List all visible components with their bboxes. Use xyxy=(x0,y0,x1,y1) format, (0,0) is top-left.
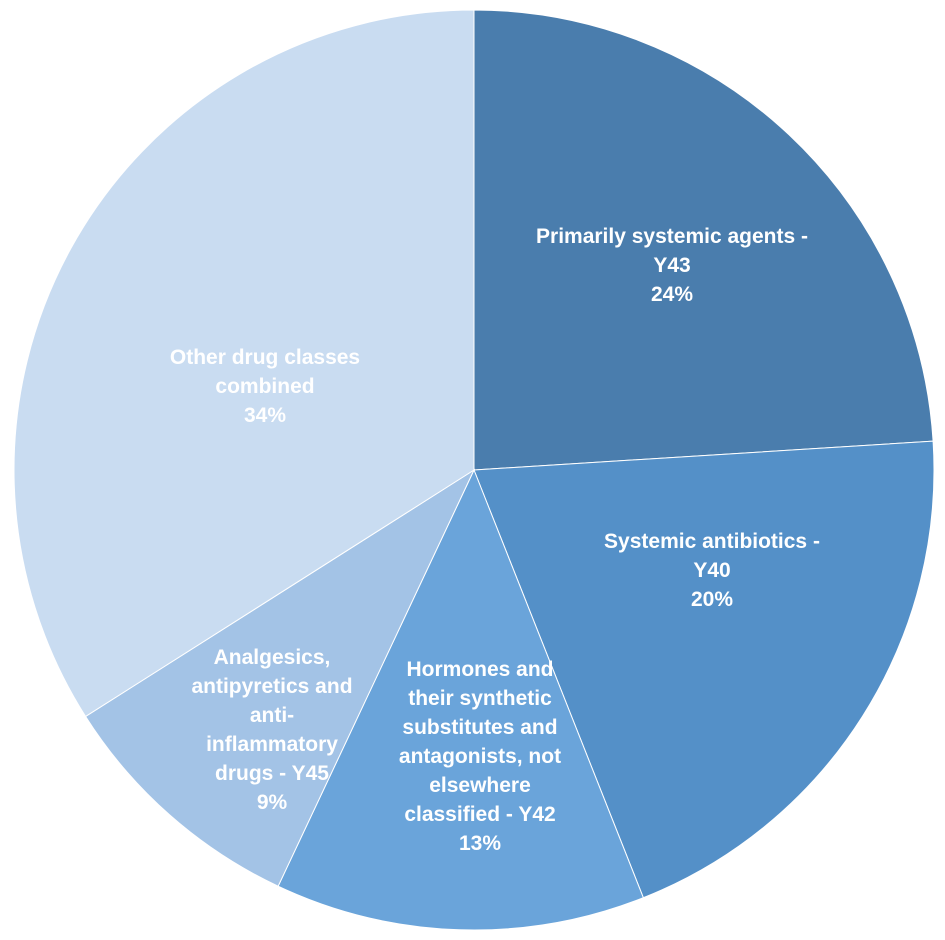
slice-label-line: inflammatory xyxy=(206,733,338,756)
slice-label-line: Y40 xyxy=(693,559,730,582)
slice-label-3: Hormones and their synthetic substitutes a… xyxy=(399,658,561,855)
slice-label-line: antipyretics and xyxy=(191,675,352,698)
slice-label-line: anti- xyxy=(250,704,294,727)
pie-slice-5 xyxy=(13,9,475,718)
slice-value-label: 34% xyxy=(244,404,286,427)
pie-slice-3 xyxy=(277,468,644,931)
slice-label-line: antagonists, not xyxy=(399,745,561,768)
slice-label-2: Systemic antibiotics - Y40 20% xyxy=(604,530,820,611)
slice-value-label: 24% xyxy=(651,283,693,306)
slice-label-line: Analgesics, xyxy=(214,646,331,669)
slice-label-line: Systemic antibiotics - xyxy=(604,530,820,553)
slice-label-line: drugs - Y45 xyxy=(215,762,329,785)
slice-label-1: Primarily systemic agents - Y43 24% xyxy=(536,225,808,306)
slice-label-line: elsewhere xyxy=(429,774,531,797)
slice-label-4: Analgesics, antipyretics and anti-inflamma… xyxy=(191,646,352,814)
slice-value-label: 9% xyxy=(257,791,288,814)
slice-label-line: Primarily systemic agents - xyxy=(536,225,808,248)
slice-label-line: combined xyxy=(215,375,314,398)
slice-value-label: 20% xyxy=(691,588,733,611)
pie-slice-2 xyxy=(473,440,935,899)
pie-slices xyxy=(13,9,935,931)
slice-label-line: classified - Y42 xyxy=(404,803,555,826)
pie-slice-4 xyxy=(84,468,476,887)
pie-slice-1 xyxy=(473,9,934,471)
slice-value-label: 13% xyxy=(459,832,501,855)
slice-label-line: Y43 xyxy=(653,254,690,277)
slice-label-line: their synthetic xyxy=(408,687,552,710)
slice-label-line: substitutes and xyxy=(402,716,557,739)
slice-label-5: Other drug classes combined 34% xyxy=(170,346,360,427)
slice-label-line: Other drug classes xyxy=(170,346,360,369)
slice-labels: Primarily systemic agents - Y43 24% Systemi… xyxy=(170,225,820,855)
slice-label-line: Hormones and xyxy=(406,658,553,681)
